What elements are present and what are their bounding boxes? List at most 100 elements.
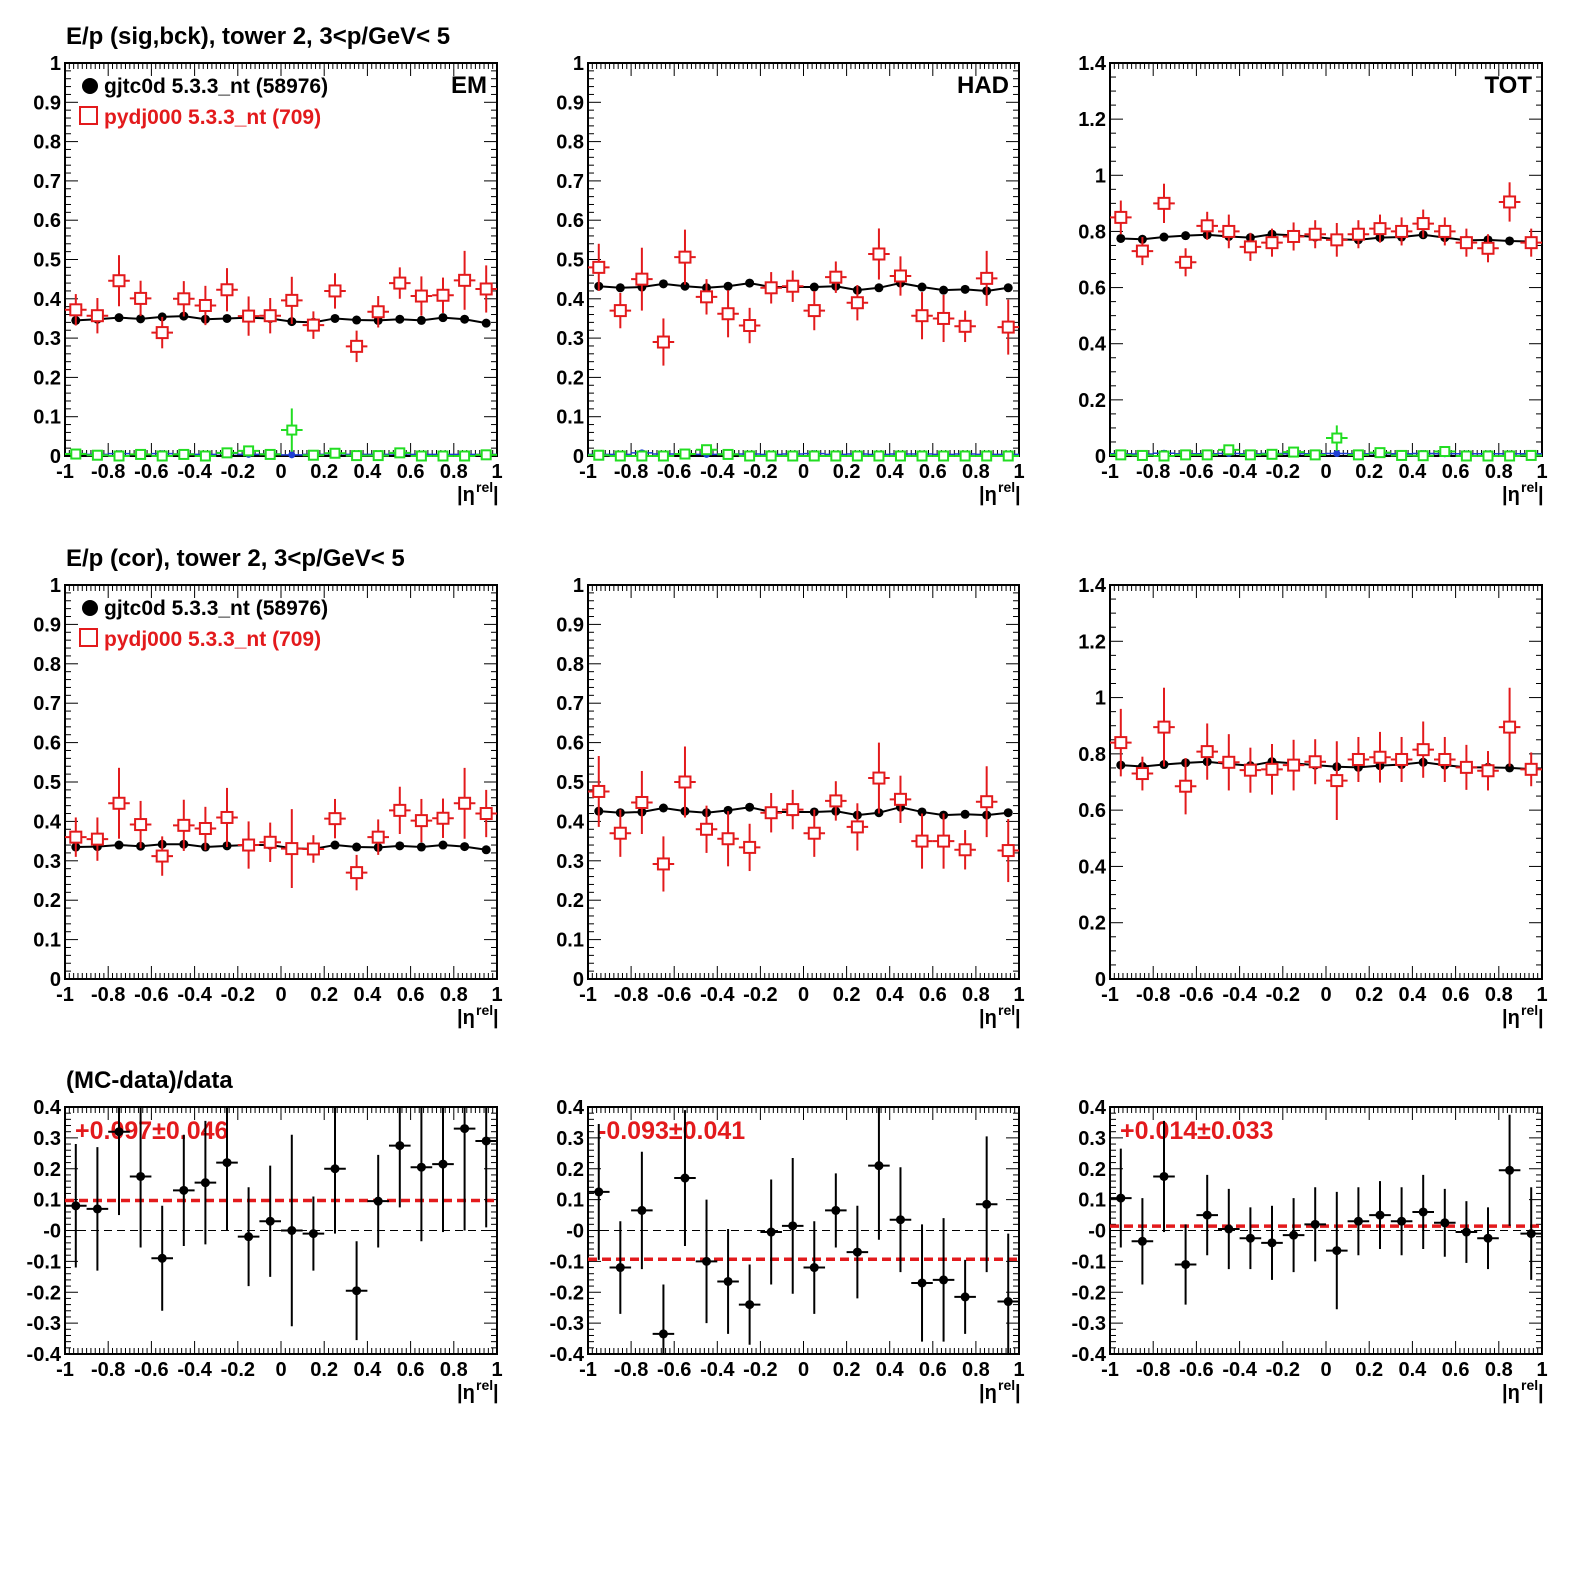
corner-label: EM: [451, 72, 487, 99]
x-tick-label: 0.4: [876, 461, 905, 483]
mc-point: [151, 316, 173, 349]
marker: [917, 1278, 927, 1288]
mc-point: [781, 789, 804, 830]
marker: [155, 326, 169, 340]
marker: [1374, 447, 1386, 459]
marker: [807, 826, 821, 840]
marker: [1243, 240, 1257, 254]
mc-point: [1455, 744, 1478, 790]
marker: [136, 314, 146, 324]
bck_data-point: [281, 451, 303, 459]
y-tick-label: 0.2: [1078, 390, 1106, 412]
marker: [700, 290, 714, 304]
marker: [479, 282, 493, 296]
y-tick-label: 0: [573, 969, 584, 991]
marker: [592, 260, 606, 274]
bck_mc-point: [588, 449, 610, 461]
y-tick-label: 1: [573, 53, 584, 75]
y-tick-label: 1: [573, 575, 584, 597]
marker: [1114, 736, 1128, 750]
marker: [481, 845, 491, 855]
marker: [656, 335, 670, 349]
row1-title: E/p (sig,bck), tower 2, 3<p/GeV< 5: [66, 23, 450, 50]
bck_mc-point: [803, 450, 826, 462]
bck_mc-point: [997, 450, 1019, 462]
series-data: [71, 311, 491, 328]
bck_mc-point: [65, 448, 87, 460]
marker: [1352, 449, 1364, 461]
marker: [1438, 224, 1452, 238]
x-tick-label: -1: [1101, 461, 1119, 483]
marker: [807, 304, 821, 318]
x-tick-label: 0.4: [353, 1359, 382, 1381]
y-tick-label: -0: [1088, 1221, 1106, 1243]
marker: [199, 450, 211, 462]
bck_mc-point: [324, 447, 346, 459]
marker: [437, 450, 449, 462]
ratio-point: [674, 1110, 696, 1246]
y-tick-label: 0: [573, 446, 584, 468]
marker: [177, 818, 191, 832]
mc-point: [911, 813, 933, 869]
corner-label: TOT: [1484, 72, 1532, 99]
x-axis-label: |η: [979, 484, 997, 506]
y-tick-label: 0.4: [33, 1097, 62, 1119]
ratio-point: [717, 1228, 739, 1334]
x-tick-label: -0.2: [1266, 461, 1300, 483]
mc-point: [432, 277, 454, 313]
y-tick-label: -0.1: [550, 1251, 584, 1273]
x-tick-label: -0.8: [614, 461, 648, 483]
x-tick-label: -0.4: [177, 1359, 212, 1381]
marker: [1524, 762, 1538, 776]
ratio-point: [652, 1284, 675, 1354]
mc-point: [1174, 248, 1197, 277]
y-tick-label: 0.1: [33, 1190, 61, 1212]
series-ratio: [65, 1107, 497, 1341]
marker: [458, 273, 472, 287]
marker: [1395, 752, 1409, 766]
ratio-point: [324, 1107, 346, 1234]
mc-point: [1326, 741, 1348, 820]
ratio-point: [781, 1157, 804, 1294]
x-tick-label: -0.8: [614, 1359, 648, 1381]
marker: [114, 840, 124, 850]
marker: [893, 792, 907, 806]
mc-point: [367, 819, 389, 855]
x-tick-label: -0.4: [700, 984, 735, 1006]
x-axis-label: |η: [1502, 484, 1520, 506]
x-tick-label: -1: [1101, 1359, 1119, 1381]
y-tick-label: 0.6: [1078, 278, 1106, 300]
series-mc: [588, 742, 1019, 892]
marker: [1137, 1236, 1147, 1246]
y-tick-label: 0.1: [556, 1190, 584, 1212]
marker: [1459, 236, 1473, 250]
x-tick-label: -0.2: [743, 1359, 777, 1381]
legend-mc-marker: [79, 106, 98, 125]
x-tick-label: -0.6: [134, 461, 168, 483]
mc-point: [281, 276, 303, 324]
marker: [1375, 1210, 1385, 1220]
x-tick-label: -1: [579, 461, 597, 483]
marker: [352, 842, 362, 852]
marker: [1003, 283, 1013, 293]
marker: [980, 795, 994, 809]
bck_mc-point: [237, 445, 260, 457]
y-tick-label: 0: [50, 969, 61, 991]
ratio-point: [1110, 1148, 1132, 1248]
x-tick-label: 0.2: [310, 461, 338, 483]
data-point: [330, 313, 340, 323]
mc-point: [389, 267, 411, 299]
marker: [1224, 1224, 1234, 1234]
y-tick-label: 0.9: [33, 92, 61, 114]
mc-point: [652, 318, 675, 366]
x-tick-label: -0.6: [1179, 1359, 1213, 1381]
x-tick-label: 0.6: [1442, 1359, 1470, 1381]
ratio-point: [1434, 1188, 1456, 1257]
data-point: [438, 313, 448, 323]
x-axis-label: |η: [457, 1007, 475, 1029]
mc-point: [1304, 220, 1326, 249]
mc-point: [868, 228, 890, 280]
marker: [350, 339, 364, 353]
marker: [307, 449, 319, 461]
